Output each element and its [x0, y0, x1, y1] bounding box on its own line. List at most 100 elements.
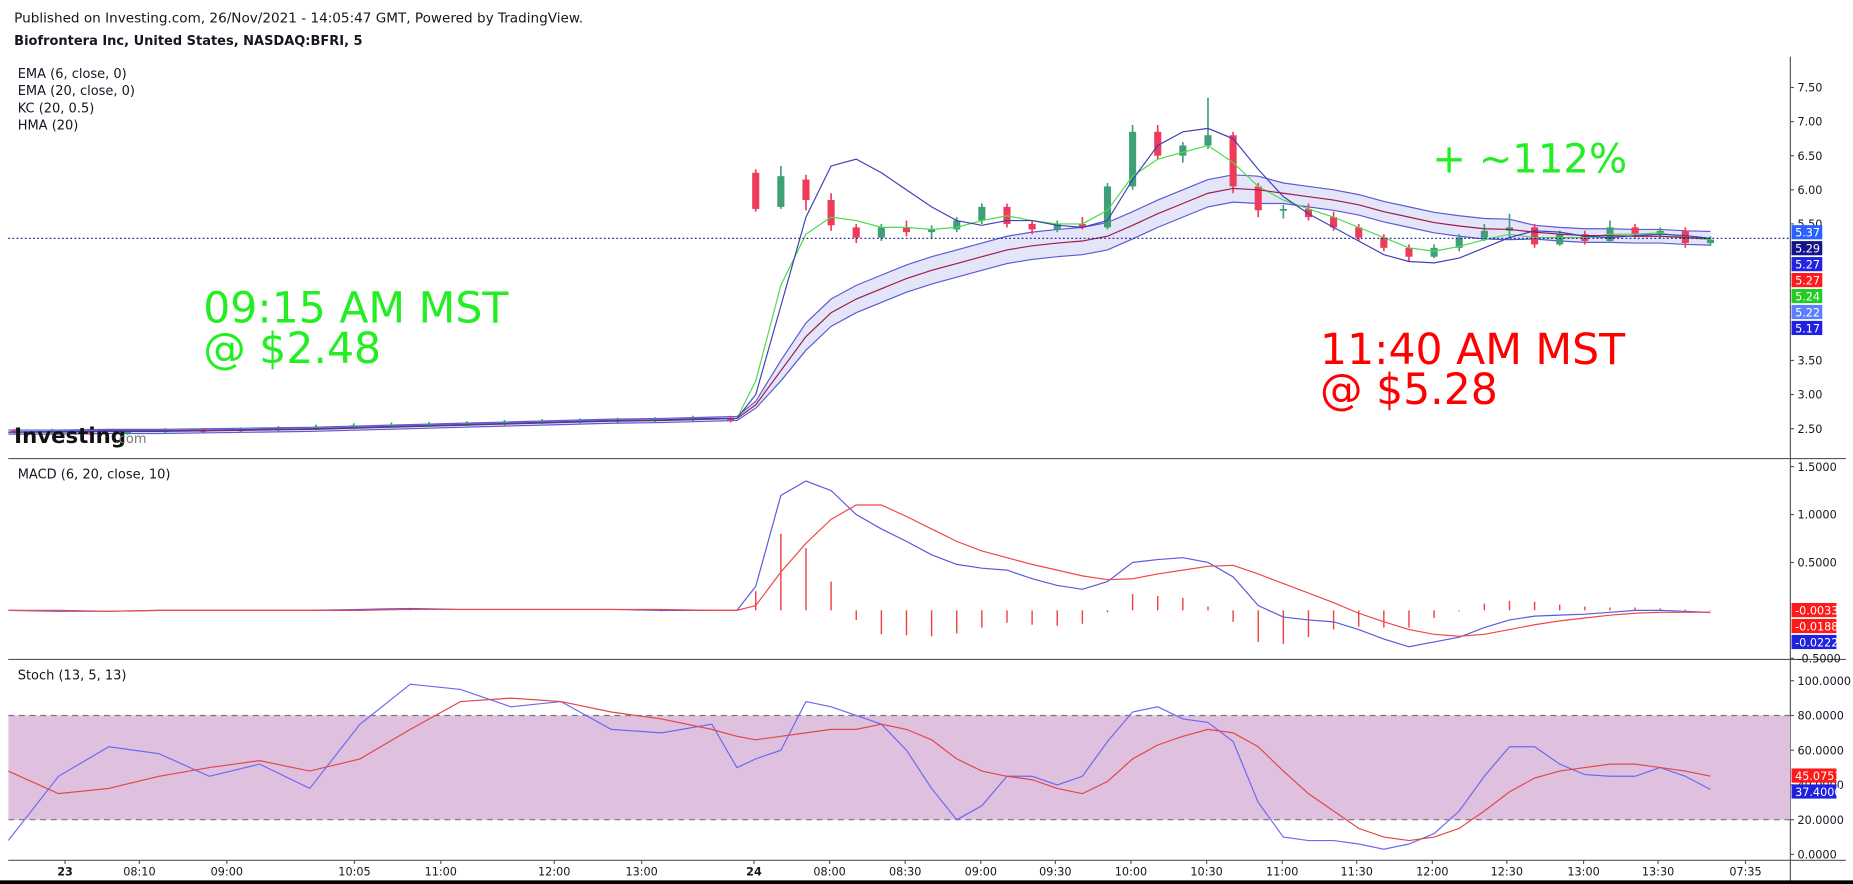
pane — [8, 480, 1712, 648]
y-tick-label: 1.0000 — [1797, 509, 1836, 522]
last-value-label: 37.4000 — [1795, 786, 1841, 799]
x-tick-label: 11:30 — [1341, 866, 1373, 879]
last-value-label: -0.0222 — [1795, 636, 1838, 649]
candle-body — [124, 431, 132, 434]
candle-body — [1179, 145, 1187, 156]
x-tick-label: 23 — [57, 866, 73, 879]
y-tick-label: 7.50 — [1797, 82, 1822, 95]
candle-body — [1103, 186, 1112, 228]
x-tick-label: 12:30 — [1491, 866, 1523, 879]
last-value-box — [1791, 304, 1823, 320]
x-tick-label: 13:30 — [1642, 866, 1674, 879]
candle-body — [500, 421, 509, 424]
last-value-box — [1791, 602, 1837, 618]
x-tick-label: 08:00 — [813, 866, 845, 879]
y-tick-label: 100.0000 — [1797, 675, 1851, 688]
x-tick-label: 12:00 — [1416, 866, 1448, 879]
candle-body — [1631, 227, 1639, 235]
candle-body — [1681, 230, 1689, 244]
y-tick-label: 0.5000 — [1797, 557, 1836, 570]
candle-body — [1254, 186, 1262, 211]
candle-body — [928, 229, 936, 233]
candle-body — [1129, 131, 1137, 187]
y-tick-label: 80.0000 — [1797, 710, 1843, 723]
candle-body — [902, 227, 911, 233]
last-value-label: -0.0033 — [1795, 605, 1838, 618]
candle-body — [1480, 230, 1488, 238]
legend-entry: HMA (20) — [18, 118, 79, 133]
candle-body — [1355, 227, 1363, 238]
annotation: 09:15 AM MST — [203, 285, 509, 334]
y-tick-label: 6.00 — [1797, 184, 1822, 197]
legend-entry: EMA (6, close, 0) — [18, 67, 127, 82]
watermark: Investing — [14, 424, 126, 449]
x-tick-label: 13:00 — [1567, 866, 1599, 879]
last-value-box — [1791, 241, 1823, 256]
candle-body — [350, 425, 358, 428]
candle-body — [852, 227, 860, 238]
series-line — [8, 683, 1711, 850]
candle-body — [1531, 227, 1539, 245]
published-line: Published on Investing.com, 26/Nov/2021 … — [14, 10, 583, 26]
y-tick-label: 20.0000 — [1797, 814, 1843, 827]
series-line — [8, 187, 1711, 433]
y-tick-label: 3.50 — [1797, 355, 1822, 368]
pane — [8, 683, 1791, 850]
candle-body — [978, 206, 986, 221]
candle-body — [387, 424, 395, 427]
candle-body — [777, 176, 785, 207]
x-tick-label: 09:00 — [965, 866, 997, 879]
last-value-box — [1791, 225, 1823, 240]
candle-body — [1154, 131, 1162, 156]
x-tick-label: 09:30 — [1039, 866, 1071, 879]
candle-body — [877, 227, 885, 238]
last-value-box — [1791, 634, 1837, 650]
y-tick-label: 60.0000 — [1797, 744, 1843, 757]
last-value-box — [1791, 257, 1823, 272]
candle-body — [802, 179, 810, 201]
candle-body — [1028, 223, 1036, 230]
last-value-box — [1791, 320, 1823, 336]
last-value-label: 5.24 — [1795, 291, 1820, 304]
x-tick-label: 10:30 — [1190, 866, 1222, 879]
band-fill — [8, 715, 1791, 820]
candle-body — [1053, 223, 1061, 230]
y-tick-label: 6.50 — [1797, 150, 1822, 163]
last-value-label: 5.27 — [1795, 275, 1820, 288]
candle-body — [1204, 135, 1212, 146]
x-tick-label: 10:00 — [1115, 866, 1147, 879]
candle-body — [953, 220, 961, 230]
last-value-box — [1791, 618, 1837, 634]
y-tick-label: 0.0000 — [1797, 849, 1836, 862]
candle-body — [1229, 135, 1237, 187]
x-tick-label: 07:35 — [1729, 866, 1761, 879]
last-value-label: 5.17 — [1795, 322, 1820, 335]
last-value-box — [1791, 273, 1823, 288]
series-line — [8, 504, 1711, 637]
candle-body — [752, 172, 760, 209]
annotation: @ $2.48 — [203, 325, 381, 374]
candle-body — [1330, 217, 1338, 228]
symbol-line: Biofrontera Inc, United States, NASDAQ:B… — [14, 34, 362, 49]
candle-body — [1556, 234, 1564, 245]
band-area — [8, 174, 1711, 435]
x-tick-label: 24 — [746, 866, 762, 879]
last-value-label: 5.37 — [1795, 227, 1820, 240]
x-tick-label: 08:10 — [123, 866, 155, 879]
last-value-label: 45.0751 — [1795, 770, 1841, 783]
legend-entry: EMA (20, close, 0) — [18, 84, 135, 99]
candle-body — [827, 200, 835, 226]
last-value-label: 5.22 — [1795, 306, 1820, 319]
candle-body — [1405, 247, 1413, 257]
last-value-box — [1791, 288, 1823, 304]
x-tick-label: 08:30 — [889, 866, 921, 879]
x-tick-label: 13:00 — [625, 866, 657, 879]
candle-body — [1430, 247, 1438, 257]
y-tick-label: -0.5000 — [1797, 652, 1840, 665]
candle-body — [1380, 237, 1388, 248]
pane-title: Stoch (13, 5, 13) — [18, 669, 127, 684]
y-tick-label: 2.50 — [1797, 423, 1822, 436]
last-value-label: 5.29 — [1795, 243, 1820, 256]
